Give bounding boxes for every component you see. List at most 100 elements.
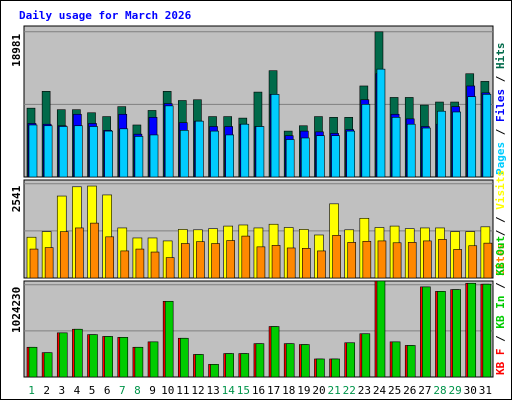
bar-kb-in-day-29 (452, 289, 461, 378)
bar-kb-in-day-21 (331, 358, 340, 378)
x-tick-label-day-28: 28 (433, 384, 446, 397)
legend-separator: / (494, 329, 507, 349)
bar-sites-day-28 (438, 239, 447, 279)
bar-pages-day-7 (119, 128, 129, 178)
bar-pages-day-20 (316, 135, 325, 178)
x-tick-label-day-23: 23 (358, 384, 371, 397)
bar-pages-day-16 (255, 126, 265, 178)
x-tick-label-day-31: 31 (479, 384, 492, 397)
bar-sites-day-8 (135, 248, 145, 279)
x-tick-label-day-3: 3 (59, 384, 66, 397)
bar-pages-day-9 (149, 134, 159, 178)
bar-kb-in-day-12 (195, 354, 204, 378)
bar-kb-in-day-22 (346, 342, 356, 378)
bar-sites-day-12 (196, 241, 205, 279)
bar-sites-day-2 (44, 247, 54, 279)
bar-pages-day-12 (195, 120, 204, 178)
bar-kb-in-day-23 (361, 333, 371, 378)
bar-sites-day-26 (407, 242, 417, 279)
bar-pages-day-30 (467, 96, 477, 178)
panel-bottom-ymax-label: 1024230 (10, 287, 23, 333)
bar-sites-day-31 (483, 242, 493, 279)
bar-kb-in-day-9 (149, 341, 159, 378)
x-tick-label-day-9: 9 (149, 384, 156, 397)
bar-pages-day-8 (134, 136, 144, 178)
bar-sites-day-16 (256, 246, 266, 279)
bar-kb-in-day-26 (406, 345, 416, 378)
bar-kb-in-day-3 (58, 332, 68, 378)
bar-sites-day-18 (286, 247, 296, 279)
bar-pages-day-18 (285, 139, 295, 178)
x-tick-label-day-26: 26 (403, 384, 416, 397)
x-tick-label-day-12: 12 (191, 384, 204, 397)
bar-kb-in-day-11 (179, 337, 189, 378)
bar-kb-in-day-1 (28, 346, 38, 378)
panel-top-ymax-label: 18981 (10, 33, 23, 66)
bar-sites-day-22 (347, 242, 357, 279)
x-tick-label-day-14: 14 (222, 384, 236, 397)
x-tick-label-day-29: 29 (449, 384, 462, 397)
bar-kb-in-day-24 (376, 280, 386, 378)
panel-middle-legend: Sites / / Visits (494, 170, 507, 276)
x-tick-label-day-19: 19 (297, 384, 310, 397)
bar-pages-day-26 (406, 123, 416, 178)
x-tick-label-day-7: 7 (119, 384, 126, 397)
bar-pages-day-31 (482, 94, 492, 178)
bar-kb-in-day-8 (134, 346, 144, 378)
bar-sites-day-10 (165, 257, 175, 279)
bar-pages-day-1 (28, 124, 38, 178)
x-tick-label-day-17: 17 (267, 384, 280, 397)
bar-sites-day-21 (332, 235, 341, 279)
bar-sites-day-5 (90, 222, 99, 279)
x-tick-label-day-25: 25 (388, 384, 401, 397)
x-tick-label-day-15: 15 (237, 384, 250, 397)
bar-kb-in-day-7 (119, 337, 129, 378)
legend-entry-files: Files (494, 89, 507, 122)
x-tick-label-day-21: 21 (328, 384, 341, 397)
bar-pages-day-19 (301, 137, 310, 178)
bar-sites-day-14 (226, 240, 235, 279)
bar-kb-in-day-14 (225, 353, 234, 378)
x-tick-label-day-16: 16 (252, 384, 265, 397)
bar-kb-in-day-5 (89, 334, 98, 378)
x-tick-label-day-8: 8 (134, 384, 141, 397)
bar-pages-day-25 (391, 117, 401, 178)
x-tick-label-day-24: 24 (373, 384, 387, 397)
bar-kb-in-day-13 (210, 364, 219, 378)
bar-kb-in-day-28 (437, 291, 446, 378)
legend-separator: / (494, 69, 507, 89)
bar-sites-day-24 (377, 240, 387, 279)
bar-kb-in-day-18 (285, 343, 295, 378)
x-tick-label-day-4: 4 (74, 384, 81, 397)
legend-entry-kb-f: KB F (494, 349, 507, 376)
legend-entry-visits: Visits (494, 170, 507, 210)
bar-kb-in-day-19 (301, 344, 310, 378)
legend-entry-kb-in: KB In (494, 296, 507, 329)
bar-pages-day-13 (210, 130, 219, 178)
bar-pages-day-2 (43, 125, 53, 178)
bar-kb-in-day-16 (255, 343, 265, 378)
bar-sites-day-3 (59, 231, 69, 279)
bar-kb-in-day-15 (240, 353, 250, 378)
legend-entry-sites: Sites (494, 243, 507, 276)
bar-pages-day-23 (361, 104, 371, 178)
x-tick-label-day-27: 27 (418, 384, 431, 397)
x-tick-label-day-11: 11 (176, 384, 189, 397)
panels-layer: 18981 Pages / Files / Hits 2541 Sites / / V… (10, 25, 507, 378)
panel-bottom-legend: KB F / KB In / KB Out (494, 236, 507, 375)
bar-sites-day-4 (75, 227, 84, 279)
x-tick-label-day-20: 20 (312, 384, 325, 397)
legend-entry-kb-out: KB Out (494, 236, 507, 276)
x-tick-label-day-10: 10 (161, 384, 174, 397)
x-tick-label-day-6: 6 (104, 384, 111, 397)
bar-kb-in-day-27 (422, 286, 431, 378)
bar-sites-day-23 (362, 240, 372, 279)
bar-sites-day-20 (317, 250, 326, 279)
bar-pages-day-10 (164, 105, 174, 178)
x-tick-label-day-5: 5 (89, 384, 96, 397)
bar-pages-day-24 (376, 68, 386, 178)
bar-pages-day-27 (422, 127, 431, 178)
bar-pages-day-5 (89, 126, 98, 178)
bar-kb-in-day-6 (104, 336, 113, 378)
bar-kb-in-day-4 (74, 328, 83, 378)
